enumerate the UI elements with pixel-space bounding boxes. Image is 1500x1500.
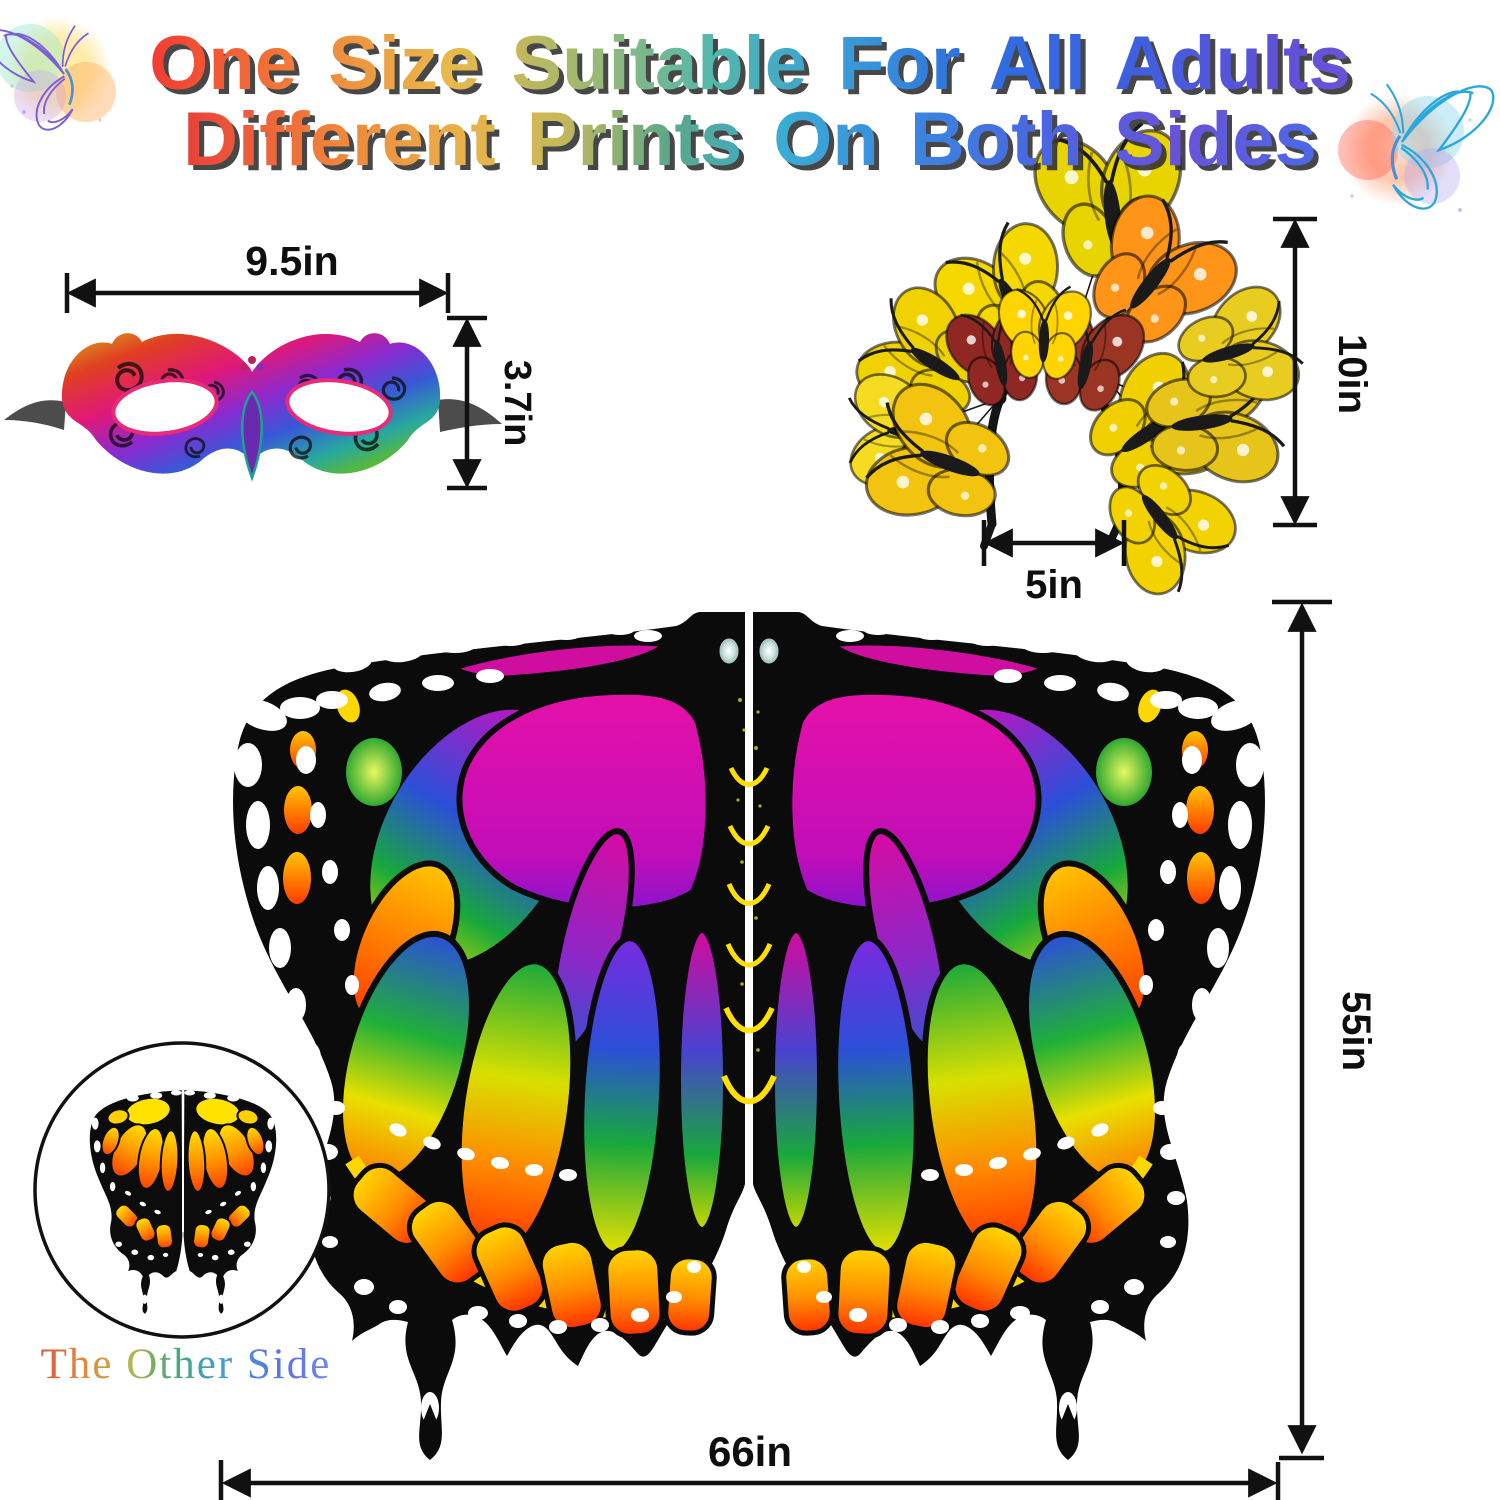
wings-width-arrow: [218, 1460, 1281, 1500]
wings-height-arrow: [1272, 599, 1332, 1461]
headband-width-label: 5in: [1025, 563, 1083, 607]
mask-width-arrow: [64, 273, 451, 313]
headband-width-arrow: [981, 520, 1127, 566]
title-line-1: One Size Suitable For All Adults: [149, 21, 1351, 106]
sparkle-butterfly-icon: [0, 13, 116, 139]
other-side-preview: [33, 1041, 331, 1339]
other-side-caption: The Other Side: [28, 1340, 344, 1389]
page-title: One Size Suitable For All Adults Differe…: [0, 26, 1500, 178]
headband-height-label: 10in: [1330, 334, 1374, 414]
wings-width-label: 66in: [708, 1428, 792, 1475]
mask-width-label: 9.5in: [245, 238, 338, 284]
butterfly-wings-cape: [233, 612, 1265, 1460]
mask-height-label: 3.7in: [496, 360, 538, 447]
wings-height-label: 55in: [1334, 991, 1378, 1071]
masquerade-mask: [4, 333, 502, 482]
sparkle-butterfly-icon: [1338, 69, 1497, 218]
title-line-2: Different Prints On Both Sides: [183, 97, 1317, 182]
cape-body-crescents: [721, 766, 777, 1105]
headband-height-arrow: [1273, 216, 1317, 528]
mask-height-arrow: [447, 315, 487, 491]
